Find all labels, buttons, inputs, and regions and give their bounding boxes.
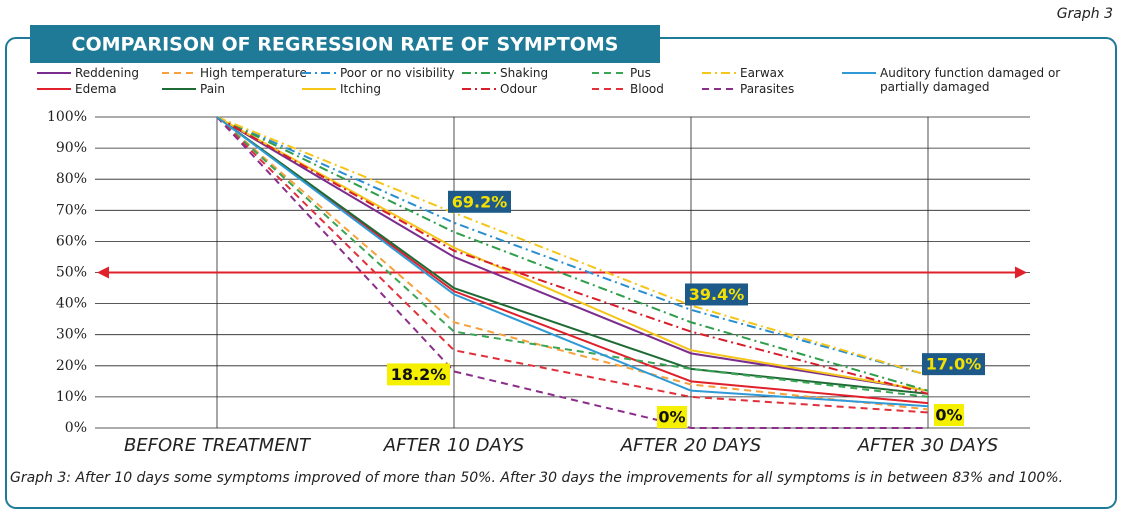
legend-item: Parasites [700,82,794,96]
series-line [216,116,929,392]
y-tick-label: 10% [56,389,87,405]
legend-item: Pus [590,66,651,80]
series-line [216,116,929,377]
legend-label: Odour [500,82,537,96]
legend-swatch [592,88,626,90]
series-line [216,116,929,414]
legend-swatch [592,72,626,74]
series-line [216,116,929,411]
legend-label: Pain [200,82,225,96]
legend-label: Itching [340,82,382,96]
y-tick-label: 50% [56,265,87,281]
legend-label: Poor or no visibility [340,66,455,80]
x-tick-label: BEFORE TREATMENT [124,435,312,456]
legend-item: Itching [300,82,381,96]
series-line [216,116,929,395]
legend-label: High temperature [200,66,307,80]
graph-label: Graph 3 [1057,6,1113,22]
value-label-box [934,404,964,426]
caption: Graph 3: After 10 days some symptoms imp… [10,470,1064,486]
y-tick-label: 30% [56,327,87,343]
y-tick-label: 40% [56,296,87,312]
legend-swatch [37,88,71,90]
legend-label: Reddening [75,66,139,80]
legend-item: Blood [590,82,664,96]
legend-swatch [302,72,336,74]
chart-title: COMPARISON OF REGRESSION RATE OF SYMPTOM… [72,34,619,56]
value-label-box [922,353,985,376]
legend-label: Edema [75,82,117,96]
value-label: 39.4% [689,285,745,304]
legend-swatch [702,72,736,74]
legend-label: Auditory function damaged or partially d… [880,66,1061,94]
value-label: 18.2% [391,365,447,384]
y-tick-label: 20% [56,358,87,374]
value-label-box [657,406,687,428]
legend: Reddening Edema High temperature Pain Poor o… [35,66,1115,106]
y-tick-label: 70% [56,202,87,218]
legend-item: High temperature [160,66,307,80]
value-label: 0% [935,406,962,425]
series-line [216,116,929,392]
legend-swatch [462,72,496,74]
y-tick-label: 60% [56,233,87,249]
legend-item: Shaking [460,66,548,80]
legend-swatch [162,72,196,74]
legend-swatch [702,88,736,90]
legend-item: Edema [35,82,117,96]
legend-label: Shaking [500,66,549,80]
y-tick-label: 90% [56,140,87,156]
legend-swatch [162,88,196,90]
legend-label: Earwax [740,66,785,80]
legend-item: Pain [160,82,225,96]
legend-label: Pus [630,66,651,80]
value-label-box [448,190,511,213]
series-line [216,116,929,392]
legend-item: Odour [460,82,537,96]
x-tick-label: AFTER 20 DAYS [620,435,761,456]
legend-item: Reddening [35,66,139,80]
value-label-box [685,283,748,306]
y-tick-label: 100% [47,109,87,125]
value-label: 69.2% [452,192,508,211]
y-tick-label: 0% [65,420,87,436]
series-line [216,116,929,377]
legend-label: Parasites [740,82,795,96]
y-tick-label: 80% [56,171,87,187]
x-tick-label: AFTER 30 DAYS [857,435,998,456]
legend-item: Auditory function damaged or partially d… [840,66,1080,94]
legend-swatch [37,72,71,74]
value-label: 17.0% [926,355,982,374]
value-label-box [387,363,450,386]
series-line [216,116,929,395]
series-line [216,116,929,405]
legend-label: Blood [630,82,664,96]
x-tick-label: AFTER 10 DAYS [383,435,524,456]
series-line [216,116,929,408]
legend-swatch [462,88,496,90]
series-line [216,116,928,429]
value-label: 0% [658,408,685,427]
series-line [216,116,929,398]
legend-item: Earwax [700,66,784,80]
title-tab [30,25,660,63]
legend-swatch [842,72,876,74]
legend-item: Poor or no visibility [300,66,455,80]
legend-swatch [302,88,336,90]
